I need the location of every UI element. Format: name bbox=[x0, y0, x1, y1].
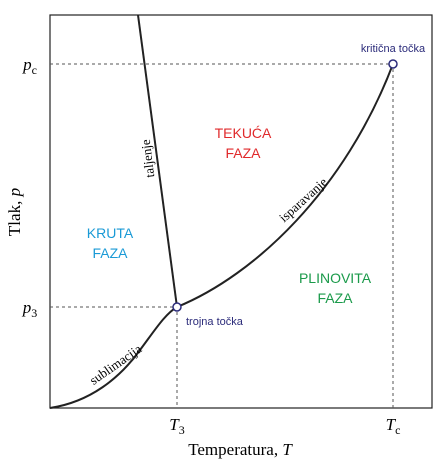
frame bbox=[49, 14, 433, 409]
phase-label: KRUTA FAZA bbox=[87, 225, 134, 261]
x-tick-label: Tc bbox=[386, 415, 401, 437]
curve-label: taljenje bbox=[138, 138, 158, 178]
melting-curve bbox=[137, 14, 178, 308]
curve-label: isparavanje bbox=[276, 174, 330, 225]
x-tick-label: T3 bbox=[169, 415, 184, 437]
y-tick-label: pc bbox=[22, 55, 37, 77]
point-label: kritična točka bbox=[361, 43, 426, 55]
phase-label: TEKUĆA FAZA bbox=[215, 125, 272, 161]
y-tick-label: p3 bbox=[22, 298, 38, 320]
critical-point bbox=[388, 59, 398, 69]
curve-label: sublimacija bbox=[87, 341, 145, 388]
phase-label: PLINOVITA FAZA bbox=[299, 270, 372, 306]
x-axis-title: Temperatura, T bbox=[188, 440, 293, 459]
vaporization-curve bbox=[176, 63, 394, 308]
sublimation-curve bbox=[49, 306, 178, 409]
y-axis-title: Tlak, p bbox=[5, 188, 24, 236]
point-label: trojna točka bbox=[186, 316, 244, 328]
triple-point bbox=[172, 302, 182, 312]
